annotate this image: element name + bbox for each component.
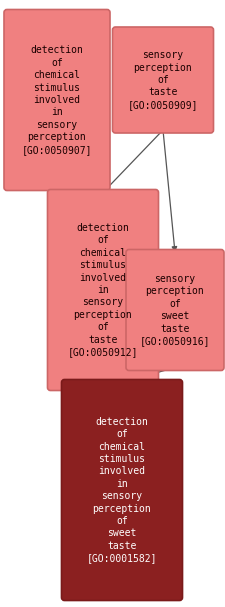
FancyBboxPatch shape [4,10,110,191]
FancyBboxPatch shape [61,379,182,600]
Text: detection
of
chemical
stimulus
involved
in
sensory
perception
of
taste
[GO:00509: detection of chemical stimulus involved … [68,223,138,357]
Text: sensory
perception
of
sweet
taste
[GO:0050916]: sensory perception of sweet taste [GO:00… [139,274,209,346]
FancyBboxPatch shape [47,189,158,390]
Text: detection
of
chemical
stimulus
involved
in
sensory
perception
of
sweet
taste
[GO: detection of chemical stimulus involved … [86,417,157,563]
Text: sensory
perception
of
taste
[GO:0050909]: sensory perception of taste [GO:0050909] [127,50,197,110]
FancyBboxPatch shape [126,249,223,370]
FancyBboxPatch shape [112,27,213,133]
Text: detection
of
chemical
stimulus
involved
in
sensory
perception
[GO:0050907]: detection of chemical stimulus involved … [22,46,92,155]
